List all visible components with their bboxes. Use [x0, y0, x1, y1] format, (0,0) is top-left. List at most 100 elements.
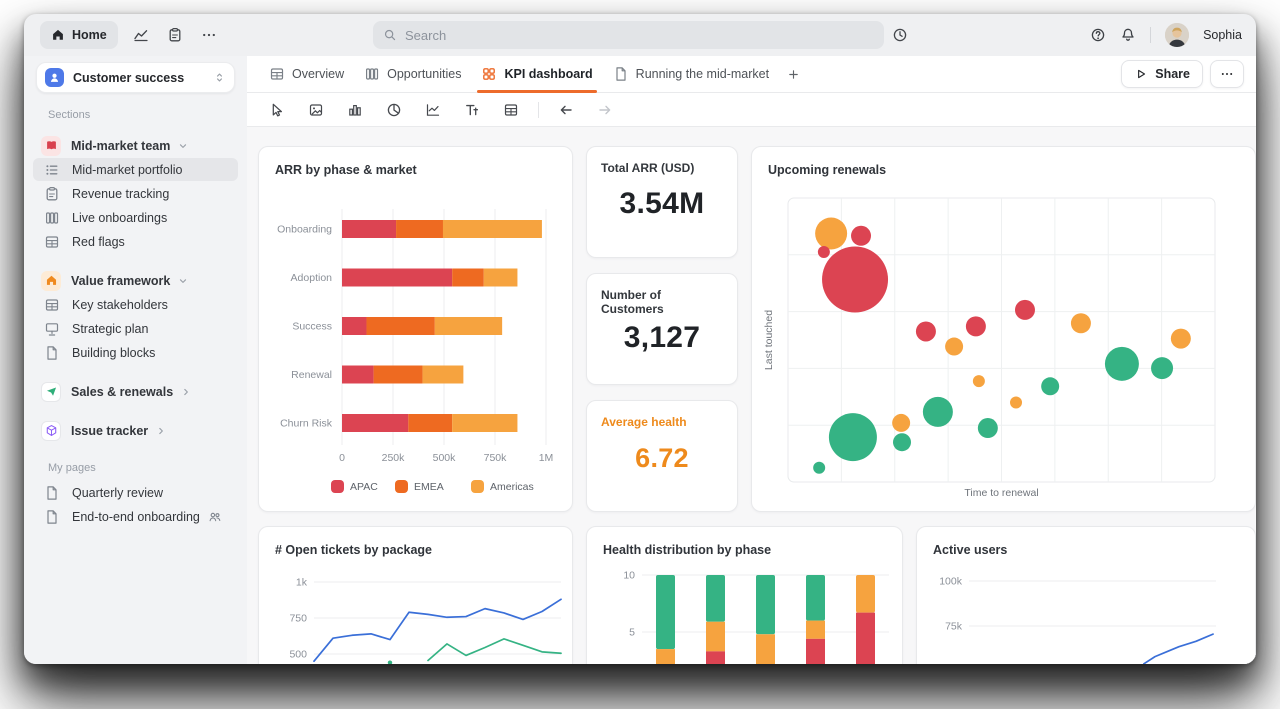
svg-text:250k: 250k	[382, 452, 406, 464]
text-tool-button[interactable]	[458, 102, 486, 118]
svg-text:750: 750	[289, 613, 307, 625]
home-button[interactable]: Home	[40, 21, 118, 49]
workspace-avatar	[45, 68, 64, 87]
svg-text:Adoption: Adoption	[291, 272, 333, 284]
kpi-value: 3,127	[623, 321, 701, 354]
svg-text:75k: 75k	[945, 621, 963, 633]
sidebar-item-live-onboardings[interactable]: Live onboardings	[33, 206, 238, 229]
columns-icon	[44, 210, 60, 226]
cube-icon	[41, 420, 61, 441]
text-icon	[464, 102, 480, 118]
sidebar-item-key-stakeholders[interactable]: Key stakeholders	[33, 293, 238, 316]
sidebar-item-mid-market-portfolio[interactable]: Mid-market portfolio	[33, 158, 238, 181]
redo-button[interactable]	[591, 102, 619, 118]
dashboard: ARR by phase & market 0 250k 500k 750k 1M Onb…	[247, 127, 1256, 664]
sidebar-item-strategic-plan[interactable]: Strategic plan	[33, 317, 238, 340]
undo-button[interactable]	[552, 102, 580, 118]
presentation-icon	[44, 321, 60, 337]
svg-text:100k: 100k	[939, 576, 963, 588]
arrow-left-icon	[558, 102, 574, 118]
select-tool-button[interactable]	[263, 102, 291, 118]
arr-by-phase-chart: 0 250k 500k 750k 1M Onboarding Adoption Success…	[277, 209, 553, 493]
help-button[interactable]	[1090, 27, 1106, 43]
clipboard-icon	[44, 186, 60, 202]
pie-chart-icon	[386, 102, 402, 118]
tab-label: Overview	[292, 67, 345, 81]
sidebar-item-quarterly-review[interactable]: Quarterly review	[33, 481, 238, 504]
svg-text:EMEA: EMEA	[414, 481, 444, 493]
tab-opportunities[interactable]: Opportunities	[354, 56, 471, 92]
notifications-button[interactable]	[1120, 27, 1136, 43]
avatar[interactable]	[1165, 23, 1190, 47]
tab-kpi-dashboard[interactable]: KPI dashboard	[471, 56, 602, 93]
tab-running-the-mid-market[interactable]: Running the mid-market	[603, 56, 779, 92]
list-icon	[44, 162, 60, 178]
divider	[1150, 27, 1152, 43]
search-input[interactable]: Search	[373, 21, 884, 49]
sidebar-item-label: End-to-end onboarding	[72, 509, 200, 524]
sidebar-item-issue-tracker[interactable]: Issue tracker	[33, 419, 238, 442]
table-icon	[269, 66, 285, 82]
bar-chart-tool-button[interactable]	[341, 102, 369, 118]
tab-bar: Overview Opportunities KPI dashboard Run…	[247, 56, 1256, 93]
sidebar-item-building-blocks[interactable]: Building blocks	[33, 341, 238, 364]
sidebar-item-sales-renewals[interactable]: Sales & renewals	[33, 380, 238, 403]
sidebar-item-label: Sales & renewals	[71, 384, 174, 399]
number-of-customers-card: Number of Customers 3,127	[586, 273, 738, 385]
sidebar-item-value-framework[interactable]: Value framework	[33, 269, 238, 292]
sidebar-item-label: Mid-market team	[71, 138, 171, 153]
sidebar-item-label: Quarterly review	[72, 485, 163, 500]
sidebar-item-label: Mid-market portfolio	[72, 162, 183, 177]
sidebar: Customer success Sections Mid-market tea…	[24, 56, 247, 664]
pie-chart-tool-button[interactable]	[380, 102, 408, 118]
ellipsis-icon	[201, 27, 217, 43]
svg-text:Time to renewal: Time to renewal	[964, 487, 1038, 499]
arr-by-phase-card: ARR by phase & market 0 250k 500k 750k 1M Onb…	[258, 146, 573, 512]
page-icon	[613, 66, 629, 82]
ellipsis-icon	[1220, 67, 1234, 81]
sidebar-item-label: Live onboardings	[72, 210, 168, 225]
health-distribution-chart: 10 5	[623, 570, 889, 664]
chevron-right-icon	[155, 425, 167, 437]
add-tab-button[interactable]	[779, 56, 808, 92]
send-icon	[41, 381, 61, 402]
tab-label: Opportunities	[387, 67, 462, 81]
tasks-button[interactable]	[158, 27, 192, 43]
open-tickets-card: # Open tickets by package 1k 750 500	[258, 526, 573, 664]
svg-text:Americas: Americas	[490, 481, 534, 493]
svg-text:500k: 500k	[433, 452, 457, 464]
cursor-icon	[269, 102, 285, 118]
tab-overview[interactable]: Overview	[259, 56, 354, 92]
table-tool-button[interactable]	[497, 102, 525, 118]
sidebar-item-label: Value framework	[71, 273, 171, 288]
sidebar-item-label: Building blocks	[72, 345, 156, 360]
avatar-image	[1165, 23, 1190, 47]
share-button[interactable]: Share	[1121, 60, 1203, 88]
image-tool-button[interactable]	[302, 102, 330, 118]
share-label: Share	[1155, 67, 1190, 81]
grid-icon	[481, 66, 497, 82]
topbar: Home Search Sophia	[24, 14, 1256, 56]
svg-text:Onboarding: Onboarding	[277, 224, 332, 236]
sidebar-item-mid-market-team[interactable]: Mid-market team	[33, 134, 238, 157]
activity-button[interactable]	[124, 27, 158, 43]
tab-label: Running the mid-market	[635, 67, 770, 81]
line-chart-icon	[425, 102, 441, 118]
history-button[interactable]	[892, 27, 908, 43]
chart-title: ARR by phase & market	[275, 163, 417, 177]
chart-title: Active users	[933, 543, 1008, 557]
workspace-switcher[interactable]: Customer success	[36, 62, 235, 93]
kpi-value: 6.72	[635, 442, 689, 473]
sidebar-item-revenue-tracking[interactable]: Revenue tracking	[33, 182, 238, 205]
line-chart-tool-button[interactable]	[419, 102, 447, 118]
kpi-column: Total ARR (USD) 3.54M Number of Customer…	[586, 146, 738, 512]
sidebar-item-end-to-end-onboarding[interactable]: End-to-end onboarding	[33, 505, 238, 528]
svg-text:0: 0	[339, 452, 345, 464]
table-icon	[44, 234, 60, 250]
arrow-right-icon	[597, 102, 613, 118]
more-options-button[interactable]	[1210, 60, 1244, 88]
sidebar-item-label: Strategic plan	[72, 321, 149, 336]
more-topbar-button[interactable]	[192, 27, 226, 43]
sidebar-item-red-flags[interactable]: Red flags	[33, 230, 238, 253]
svg-text:Renewal: Renewal	[291, 369, 332, 381]
